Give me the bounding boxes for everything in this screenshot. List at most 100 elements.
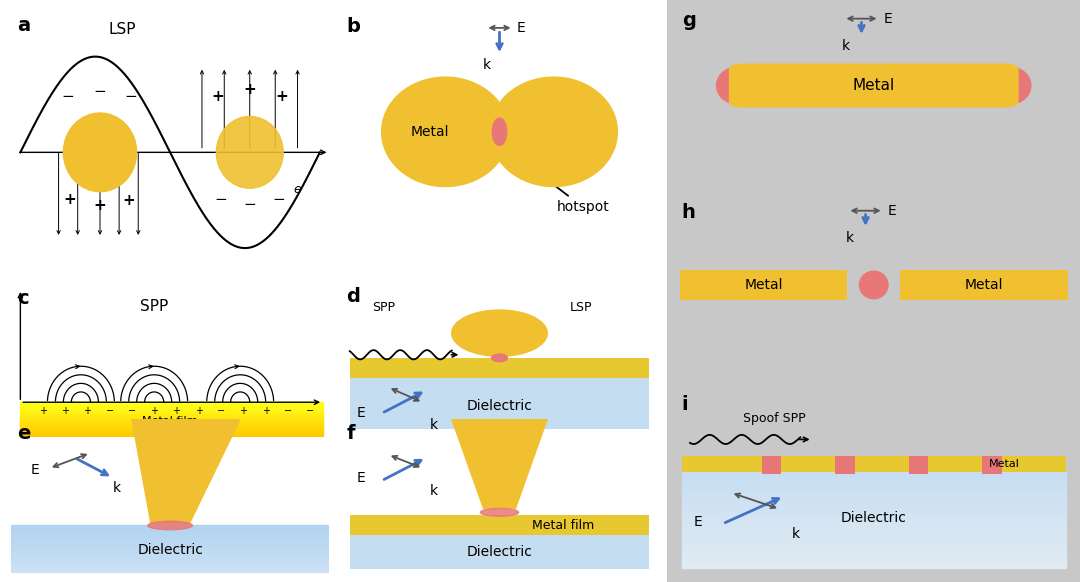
Polygon shape xyxy=(11,552,329,554)
Text: −: − xyxy=(307,406,314,416)
Text: SPP: SPP xyxy=(140,299,168,314)
Polygon shape xyxy=(681,507,1066,510)
Text: i: i xyxy=(681,395,688,414)
Polygon shape xyxy=(681,473,1066,476)
Polygon shape xyxy=(21,405,323,406)
Polygon shape xyxy=(21,409,323,410)
Text: −: − xyxy=(124,89,137,104)
Polygon shape xyxy=(21,433,323,434)
Polygon shape xyxy=(21,412,323,413)
Text: nanotip: nanotip xyxy=(162,439,210,452)
Text: E: E xyxy=(356,471,366,485)
Ellipse shape xyxy=(491,354,508,361)
Text: Metal film: Metal film xyxy=(532,519,594,532)
FancyBboxPatch shape xyxy=(350,535,649,569)
Polygon shape xyxy=(132,419,240,524)
Text: e: e xyxy=(294,183,301,196)
Polygon shape xyxy=(681,488,1066,492)
Polygon shape xyxy=(681,522,1066,526)
Polygon shape xyxy=(11,570,329,572)
Polygon shape xyxy=(21,414,323,415)
Polygon shape xyxy=(681,514,1066,518)
Polygon shape xyxy=(11,562,329,564)
Text: k: k xyxy=(430,484,437,498)
Polygon shape xyxy=(681,518,1066,522)
Polygon shape xyxy=(21,430,323,431)
Text: E: E xyxy=(30,463,40,477)
Polygon shape xyxy=(11,565,329,567)
Polygon shape xyxy=(11,548,329,549)
Polygon shape xyxy=(11,564,329,565)
Text: Spoof SPP: Spoof SPP xyxy=(743,412,806,425)
Text: −: − xyxy=(217,406,225,416)
FancyBboxPatch shape xyxy=(679,270,847,300)
Polygon shape xyxy=(11,556,329,558)
Polygon shape xyxy=(21,403,323,404)
Text: −: − xyxy=(284,406,292,416)
FancyBboxPatch shape xyxy=(350,358,649,378)
Text: +: + xyxy=(150,406,158,416)
Text: Metal: Metal xyxy=(989,459,1020,469)
Polygon shape xyxy=(681,534,1066,537)
Polygon shape xyxy=(21,417,323,418)
Polygon shape xyxy=(681,530,1066,534)
Polygon shape xyxy=(21,435,323,436)
Polygon shape xyxy=(11,530,329,532)
Polygon shape xyxy=(11,554,329,556)
Text: E: E xyxy=(356,406,366,420)
Text: +: + xyxy=(64,191,76,207)
Text: −: − xyxy=(62,89,75,104)
Polygon shape xyxy=(681,537,1066,541)
Text: Dielectric: Dielectric xyxy=(841,511,906,526)
Polygon shape xyxy=(681,552,1066,556)
Text: k: k xyxy=(842,39,850,53)
Polygon shape xyxy=(21,416,323,417)
Polygon shape xyxy=(681,480,1066,484)
Text: Dielectric: Dielectric xyxy=(467,545,532,559)
Ellipse shape xyxy=(990,68,1031,104)
Polygon shape xyxy=(681,541,1066,545)
Polygon shape xyxy=(21,434,323,435)
Polygon shape xyxy=(11,567,329,569)
Text: +: + xyxy=(275,89,288,104)
Polygon shape xyxy=(451,419,548,509)
Polygon shape xyxy=(11,551,329,552)
Text: Metal film: Metal film xyxy=(143,416,198,426)
FancyBboxPatch shape xyxy=(835,456,855,474)
Text: a: a xyxy=(17,16,30,34)
Text: Metal: Metal xyxy=(744,278,783,292)
Ellipse shape xyxy=(492,118,507,146)
Polygon shape xyxy=(681,549,1066,552)
Text: h: h xyxy=(681,203,696,222)
Text: k: k xyxy=(792,527,800,541)
Polygon shape xyxy=(11,543,329,545)
Polygon shape xyxy=(21,426,323,427)
Polygon shape xyxy=(681,564,1066,568)
Polygon shape xyxy=(21,407,323,408)
Polygon shape xyxy=(21,421,323,422)
Polygon shape xyxy=(21,419,323,420)
Polygon shape xyxy=(21,427,323,428)
Polygon shape xyxy=(11,532,329,533)
Polygon shape xyxy=(21,402,323,403)
Polygon shape xyxy=(21,408,323,409)
Polygon shape xyxy=(11,549,329,551)
Polygon shape xyxy=(21,429,323,430)
Circle shape xyxy=(490,77,618,186)
Text: +: + xyxy=(83,406,92,416)
Polygon shape xyxy=(21,411,323,412)
Polygon shape xyxy=(21,431,323,432)
Polygon shape xyxy=(21,406,323,407)
Text: +: + xyxy=(243,82,256,97)
Polygon shape xyxy=(681,492,1066,495)
Polygon shape xyxy=(21,432,323,433)
Polygon shape xyxy=(21,422,323,423)
Text: +: + xyxy=(173,406,180,416)
Circle shape xyxy=(381,77,509,186)
Text: LSP: LSP xyxy=(569,301,592,314)
Polygon shape xyxy=(21,424,323,425)
Text: +: + xyxy=(212,89,225,104)
Polygon shape xyxy=(681,499,1066,503)
FancyBboxPatch shape xyxy=(901,270,1068,300)
Text: Metal: Metal xyxy=(168,431,203,445)
